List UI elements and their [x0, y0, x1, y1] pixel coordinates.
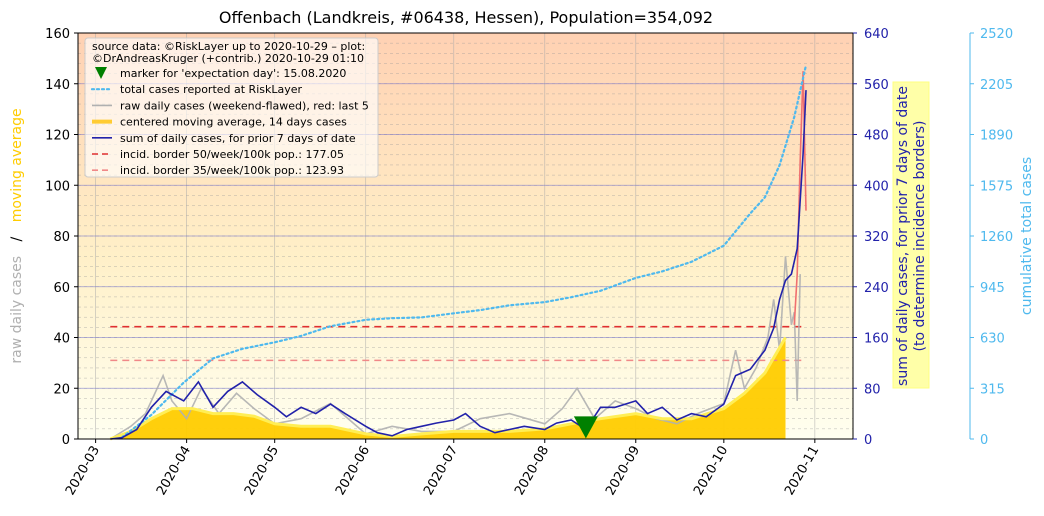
- series-total-cases: [120, 64, 808, 439]
- right1-axis-tick-label: 640: [864, 27, 889, 42]
- right1-axis-tick-label: 400: [864, 179, 889, 194]
- expectation-marker: [573, 416, 598, 439]
- legend-marker-1: [95, 67, 107, 79]
- left-axis-tick-label: 120: [45, 129, 70, 144]
- right2-axis-tick-label: 945: [980, 281, 1005, 296]
- x-axis-tick-label: 2020-07: [421, 444, 461, 499]
- right1-label-box: [892, 81, 930, 389]
- series-layer: [109, 64, 808, 441]
- legend-entries: marker for 'expectation day': 15.08.2020…: [90, 67, 369, 177]
- legend-label-4: centered moving average, 14 days cases: [120, 116, 347, 129]
- x-axis-tick-label: 2020-11: [782, 444, 822, 499]
- right2-axis-tick-label: 0: [980, 433, 988, 448]
- x-axis-tick-label: 2020-08: [512, 444, 552, 499]
- right1-axis-label-line1: sum of daily cases, for prior 7 days of …: [895, 86, 911, 386]
- x-axis-tick-label: 2020-05: [242, 444, 282, 499]
- right1-axis-tick-label: 160: [864, 332, 889, 347]
- right2-axis-tick-label: 2205: [980, 78, 1013, 93]
- x-axis-tick-label: 2020-09: [603, 444, 643, 499]
- left-axis-label: raw daily cases / moving average: [9, 108, 25, 363]
- right1-axis-tick-label: 240: [864, 281, 889, 296]
- right1-axis-label: sum of daily cases, for prior 7 days of …: [895, 86, 928, 386]
- right1-axis-label-line2: (to determine incidence borders): [912, 121, 928, 352]
- right2-axis-tick-label: 315: [980, 382, 1005, 397]
- right2-axis-tick-label: 1890: [980, 129, 1013, 144]
- legend-label-1: marker for 'expectation day': 15.08.2020: [120, 67, 346, 80]
- legend-box: [84, 37, 379, 178]
- left-axis-tick-label: 20: [53, 382, 70, 397]
- left-axis-tick-label: 80: [53, 230, 70, 245]
- left-axis-tick-label: 160: [45, 27, 70, 42]
- legend-source-line2: ©DrAndreasKruger (+contrib.) 2020-10-29 …: [92, 52, 364, 65]
- x-axis-tick-label: 2020-06: [333, 444, 373, 499]
- legend-source-line1: source data: ©RiskLayer up to 2020-10-29…: [92, 40, 365, 53]
- legend-label-6: incid. border 50/week/100k pop.: 177.05: [120, 148, 344, 161]
- left-axis-label-average: moving average: [9, 108, 25, 222]
- legend-label-2: total cases reported at RiskLayer: [120, 83, 303, 96]
- x-axis-tick-label: 2020-03: [63, 444, 103, 499]
- right2-axis-label: cumulative total cases: [1019, 157, 1035, 315]
- left-axis-tick-label: 40: [53, 332, 70, 347]
- right2-axis-label-text: cumulative total cases: [1019, 157, 1035, 315]
- left-axis-label-separator: /: [9, 236, 25, 241]
- right1-axis-tick-label: 480: [864, 129, 889, 144]
- legend-label-3: raw daily cases (weekend-flawed), red: l…: [120, 99, 369, 112]
- right1-axis-tick-label: 560: [864, 78, 889, 93]
- chart-title: Offenbach (Landkreis, #06438, Hessen), P…: [219, 8, 713, 27]
- legend-label-7: incid. border 35/week/100k pop.: 123.93: [120, 164, 344, 177]
- right2-axis-tick-label: 1575: [980, 179, 1013, 194]
- left-axis-tick-label: 0: [62, 433, 70, 448]
- left-axis-label-raw: raw daily cases: [9, 256, 25, 364]
- right1-axis-tick-label: 0: [864, 433, 872, 448]
- legend: source data: ©RiskLayer up to 2020-10-29…: [84, 37, 379, 178]
- series-moving-average-area: [110, 337, 786, 439]
- legend-label-5: sum of daily cases, for prior 7 days of …: [120, 132, 356, 145]
- x-axis-tick-label: 2020-10: [691, 444, 731, 499]
- left-axis-tick-label: 100: [45, 179, 70, 194]
- series-sum-7-days: [110, 90, 807, 440]
- left-axis-tick-label: 140: [45, 78, 70, 93]
- right1-axis-tick-label: 80: [864, 382, 881, 397]
- left-axis-tick-label: 60: [53, 281, 70, 296]
- right2-axis-tick-label: 2520: [980, 27, 1013, 42]
- right1-axis-tick-label: 320: [864, 230, 889, 245]
- right2-axis-tick-label: 630: [980, 332, 1005, 347]
- x-axis-tick-label: 2020-04: [154, 444, 194, 499]
- svg-text:raw daily cases /: raw daily cases / moving average: [9, 108, 25, 363]
- right2-axis-tick-label: 1260: [980, 230, 1013, 245]
